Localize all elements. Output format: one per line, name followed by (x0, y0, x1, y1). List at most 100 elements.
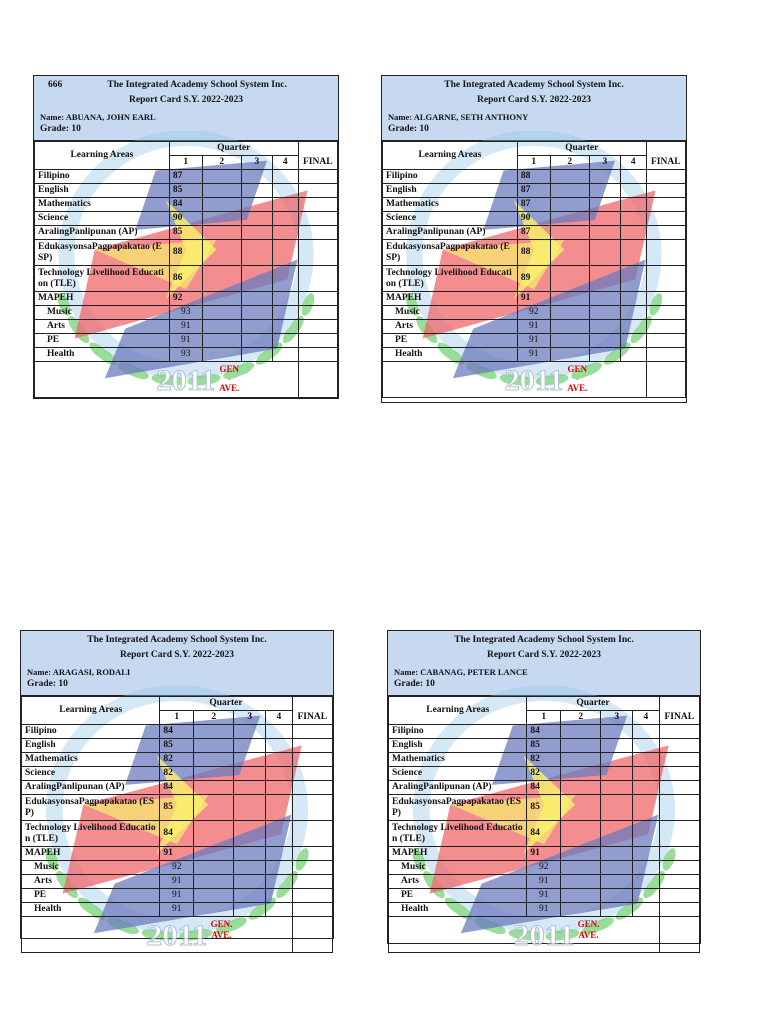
subject-label: Arts (382, 319, 518, 334)
quarter-1-header: 1 (526, 710, 561, 725)
general-average-value (658, 916, 701, 953)
q3-grade (240, 239, 273, 266)
subject-row-aralingpanlipunan-ap: AralingPanlipunan (AP) 85 (34, 225, 339, 240)
q4-grade (632, 752, 660, 767)
q4-grade (271, 211, 299, 226)
q2-grade (559, 738, 602, 753)
subject-row-edukasyonsapagpapakatao-esp: EdukasyonsaPagpapakatao (ESP) 85 (387, 794, 701, 821)
q1-grade: 91 (159, 888, 194, 903)
q4-grade (632, 738, 660, 753)
subject-row-arts: Arts 91 (34, 319, 339, 334)
q1-grade: 93 (168, 347, 203, 362)
student-grade: Grade: 10 (394, 679, 435, 689)
final-grade (658, 860, 701, 875)
subject-label: English (382, 183, 518, 198)
subject-label: Health (34, 347, 170, 362)
q4-grade (265, 860, 293, 875)
q1-grade: 87 (168, 169, 203, 184)
subject-label: Mathematics (20, 752, 161, 767)
q1-grade: 91 (516, 347, 551, 362)
subject-row-music: Music 92 (387, 860, 701, 875)
gen-ave-text: . (576, 376, 579, 382)
general-average-row: GEN. AVE. (382, 361, 647, 398)
q4-grade (265, 902, 293, 917)
subject-label: PE (382, 333, 518, 348)
subject-label: Arts (20, 874, 161, 889)
subject-row-mathematics: Mathematics 84 (34, 197, 339, 212)
q3-grade (240, 211, 273, 226)
q1-grade: 88 (516, 239, 551, 266)
final-header-top (645, 141, 687, 156)
subject-row-mathematics: Mathematics 87 (382, 197, 687, 212)
report-card-title: Report Card S.Y. 2022-2023 (120, 650, 234, 660)
subject-label: Music (382, 305, 518, 320)
student-name: Name: ALGARNE, SETH ANTHONY (388, 112, 529, 122)
subject-label: EdukasyonsaPagpapakatao (ESP) (34, 239, 170, 266)
q2-grade (549, 239, 590, 266)
q4-grade (632, 820, 660, 847)
q1-grade: 88 (516, 169, 551, 184)
quarter-1-header: 1 (159, 710, 194, 725)
q3-grade (588, 239, 621, 266)
subject-row-english: English 85 (20, 738, 334, 753)
subject-row-mapeh: MAPEH 91 (387, 846, 701, 861)
learning-areas-header: Learning Areas (20, 696, 161, 725)
final-header-top (658, 696, 701, 711)
q1-grade: 84 (159, 724, 194, 739)
learning-areas-header: Learning Areas (34, 141, 170, 170)
q1-grade: 90 (168, 211, 203, 226)
q4-grade (632, 766, 660, 781)
q2-grade (549, 319, 590, 334)
q2-grade (201, 183, 242, 198)
final-grade (297, 319, 339, 334)
q3-grade (233, 780, 267, 795)
q4-grade (271, 239, 299, 266)
q1-grade: 93 (168, 305, 203, 320)
subject-label: MAPEH (34, 291, 170, 306)
q2-grade (192, 846, 235, 861)
subject-label: Music (34, 305, 170, 320)
subject-label: AralingPanlipunan (AP) (20, 780, 161, 795)
q3-grade (233, 820, 267, 847)
q4-grade (265, 820, 293, 847)
final-grade (291, 752, 334, 767)
q3-grade (588, 347, 621, 362)
q3-grade (233, 860, 267, 875)
subject-label: Music (387, 860, 528, 875)
q3-grade (600, 846, 634, 861)
subject-row-health: Health 91 (382, 347, 687, 362)
q3-grade (600, 902, 634, 917)
final-grade (645, 347, 687, 362)
q1-grade: 91 (516, 333, 551, 348)
subject-label: Mathematics (34, 197, 170, 212)
q3-grade (588, 333, 621, 348)
report-card-title: Report Card S.Y. 2022-2023 (129, 95, 243, 105)
final-grade (645, 291, 687, 306)
subject-label: PE (34, 333, 170, 348)
q2-grade (201, 291, 242, 306)
q3-grade (600, 766, 634, 781)
subject-row-english: English 85 (34, 183, 339, 198)
gen-ave-text: AVE. (578, 930, 599, 940)
q1-grade: 84 (526, 724, 561, 739)
subject-label: Health (20, 902, 161, 917)
gen-ave-text: GEN (219, 364, 240, 374)
gen-ave-text: AVE. (211, 930, 232, 940)
q4-grade (271, 265, 299, 292)
subject-label: Arts (34, 319, 170, 334)
final-header-top (291, 696, 334, 711)
q4-grade (619, 169, 647, 184)
quarter-2-header: 2 (549, 155, 590, 170)
report-card: The Integrated Academy School System Inc… (387, 630, 701, 953)
final-grade (645, 183, 687, 198)
q4-grade (632, 780, 660, 795)
final-grade (645, 265, 687, 292)
final-grade (291, 820, 334, 847)
final-grade (291, 846, 334, 861)
subject-row-mathematics: Mathematics 82 (20, 752, 334, 767)
subject-row-technology-livelihood-education-tle: Technology Livelihood Education (TLE) 86 (34, 265, 339, 292)
subject-label: Science (387, 766, 528, 781)
